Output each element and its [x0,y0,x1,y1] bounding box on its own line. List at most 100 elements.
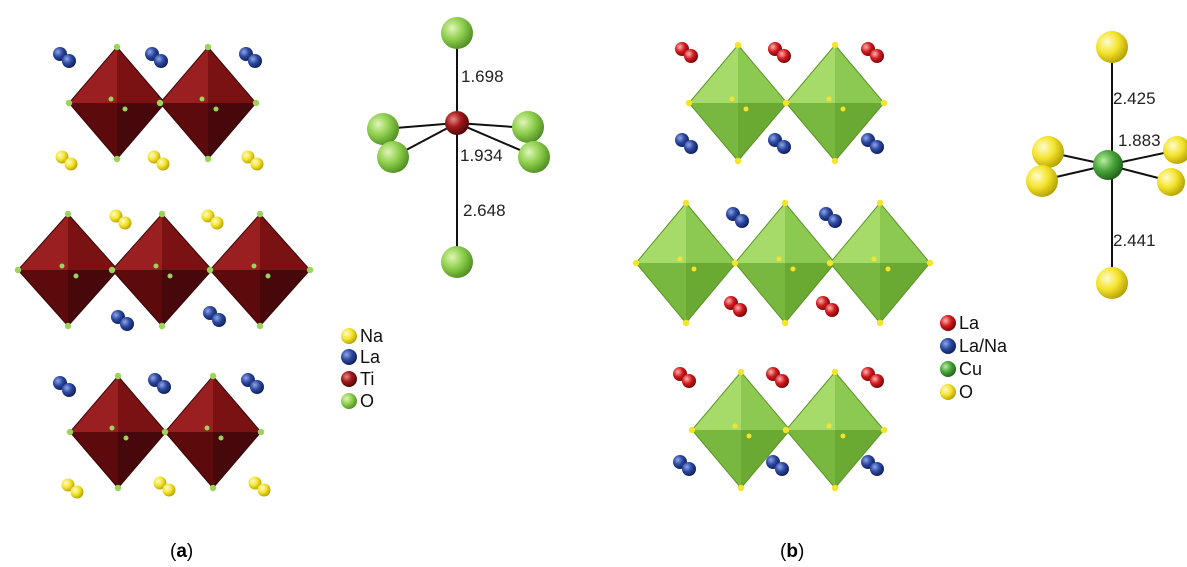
o-atom [257,428,265,436]
o-atom [251,263,257,269]
o-atom [926,259,934,267]
o-atom [14,266,22,274]
ti-octahedron [161,372,265,492]
o-atom [73,273,79,279]
caption-a: (a) [170,541,193,562]
o-atom [731,259,739,267]
o-atom [306,266,314,274]
la-atom-pair [111,310,134,331]
o-atom [66,428,74,436]
na-atom-pair [241,150,264,171]
cu-swatch [940,361,956,377]
o-atom [677,256,683,262]
o-swatch [940,384,956,400]
la-na-atom-pair [673,455,696,476]
o-atom [256,322,264,330]
o-atom [729,96,735,102]
cu-octahedron [685,41,791,165]
o-atom [782,426,790,434]
o-atom [831,368,839,376]
la-atom-pair [145,47,168,68]
o-atom [831,41,839,49]
o-atom [199,96,205,102]
o-swatch [341,393,357,409]
legend-b: La La/Na Cu O [940,313,1008,402]
legend-label: O [959,382,973,402]
la-atom-pair [861,367,884,388]
ti-octahedron [66,372,170,492]
o-atom [213,106,219,112]
o-atom [204,425,210,431]
la-atom-pair [768,42,791,63]
bond-length-label: 2.648 [463,201,506,220]
caption-b: (b) [780,541,804,562]
o-atom-equatorial-b [1026,165,1058,197]
cu-octahedron [782,41,888,165]
o-atom [826,96,832,102]
o-atom [876,319,884,327]
o-atom [743,106,749,112]
o-atom [113,43,121,51]
o-atom [737,368,745,376]
la-atom-pair [53,47,76,68]
cu-atom-center-b [1093,150,1123,180]
cu-octahedron [688,368,794,492]
la-swatch [341,349,357,365]
o-atom [781,319,789,327]
o-atom [109,425,115,431]
legend-a: Na La Ti O [341,326,384,411]
cu-octahedron [826,199,934,327]
o-atom [153,263,159,269]
o-atom-equatorial-a [377,141,409,173]
o-atom [826,423,832,429]
o-atom [209,484,217,492]
legend-label: Na [360,326,384,346]
o-atom [108,266,116,274]
o-atom [256,210,264,218]
o-atom [114,372,122,380]
o-atom [782,99,790,107]
o-atom [826,259,834,267]
o-atom-equatorial-a [518,141,550,173]
o-atom-apical-bottom-b [1096,267,1128,299]
o-atom [840,106,846,112]
o-atom-equatorial-b [1163,136,1187,164]
ti-octahedron [65,43,169,163]
o-atom [65,99,73,107]
na-atom-pair [147,150,170,171]
la-na-atom-pair [768,133,791,154]
ti-octahedron [156,43,260,163]
ti-swatch [341,371,357,387]
la-atom-pair [148,373,171,394]
la-atom-pair [724,296,747,317]
o-atom [790,266,796,272]
ti-octahedron [108,210,216,330]
la-atom-pair [673,367,696,388]
la-atom-pair [203,306,226,327]
cu-octahedron [782,368,888,492]
o-atom [871,256,877,262]
o-atom [218,435,224,441]
na-atom-pair [201,209,224,230]
la-na-atom-pair [726,207,749,228]
cu-octahedron [731,199,839,327]
cu-octahedron [632,199,740,327]
legend-label: La/Na [959,336,1008,356]
la-na-atom-pair [675,133,698,154]
o-atom-apical-top-b [1096,31,1128,63]
o-atom [158,210,166,218]
o-atom [108,96,114,102]
o-atom [746,433,752,439]
o-atom [265,273,271,279]
o-atom [840,433,846,439]
bond-length-label: 2.425 [1113,89,1156,108]
o-atom [831,484,839,492]
o-atom [632,259,640,267]
bond-length-label: 1.934 [460,146,503,165]
o-atom-apical-bottom-a [441,246,473,278]
o-atom [113,155,121,163]
la-atom-pair [816,296,839,317]
o-atom [781,199,789,207]
o-atom-equatorial-b [1157,168,1185,196]
o-atom [682,199,690,207]
